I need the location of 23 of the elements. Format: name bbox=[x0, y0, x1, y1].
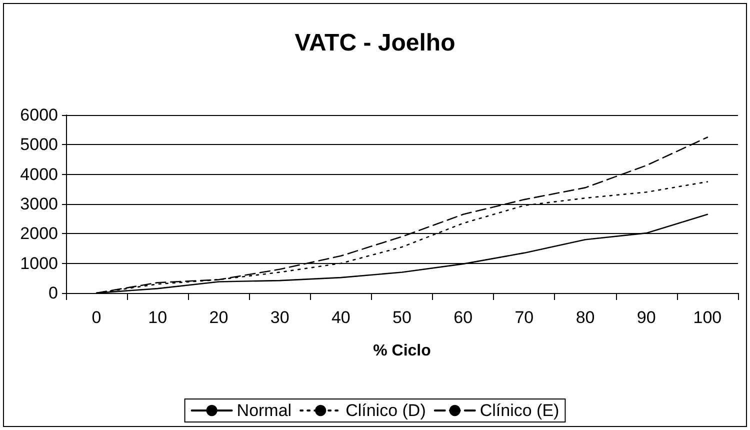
y-tick-label: 6000 bbox=[20, 106, 58, 124]
x-tick-label: 10 bbox=[148, 308, 168, 327]
x-tick-label: 20 bbox=[209, 308, 228, 327]
x-tick-label: 60 bbox=[454, 308, 473, 327]
y-tick-label: 2000 bbox=[20, 224, 58, 244]
x-tick-label: 0 bbox=[92, 308, 102, 327]
x-tick-label: 70 bbox=[514, 308, 534, 327]
x-tick-label: 40 bbox=[331, 308, 350, 327]
x-tick-label: 100 bbox=[693, 308, 722, 327]
y-tick-label: 1000 bbox=[20, 254, 58, 273]
x-tick-label: 30 bbox=[270, 308, 290, 327]
y-tick-label: 4000 bbox=[20, 164, 58, 184]
legend-label: Clínico (D) bbox=[346, 401, 426, 420]
chart-title: VATC - Joelho bbox=[294, 30, 456, 56]
x-tick-label: 90 bbox=[636, 308, 656, 327]
y-tick-label: 0 bbox=[48, 284, 58, 302]
y-tick-label: 3000 bbox=[20, 194, 58, 214]
x-tick-label: 50 bbox=[392, 308, 412, 327]
y-tick-label: 5000 bbox=[20, 135, 58, 154]
x-axis-title: % Ciclo bbox=[373, 342, 432, 360]
legend-label: Normal bbox=[236, 401, 292, 420]
x-tick-label: 80 bbox=[576, 308, 595, 327]
legend-label: Clínico (E) bbox=[480, 401, 560, 420]
